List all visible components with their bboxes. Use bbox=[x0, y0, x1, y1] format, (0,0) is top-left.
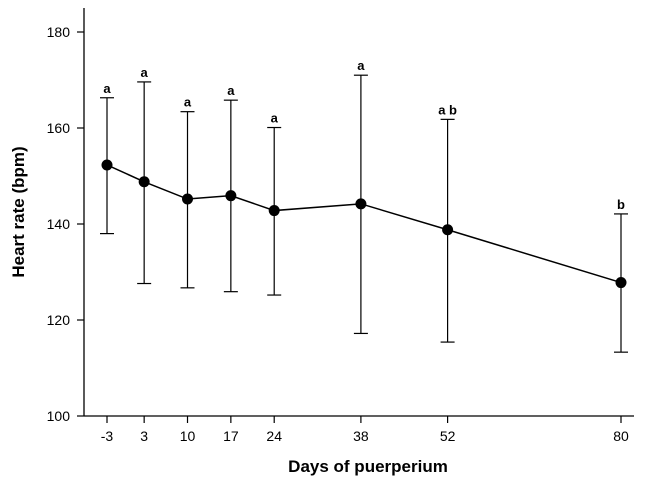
error-bars bbox=[100, 74, 628, 353]
data-point bbox=[101, 159, 113, 171]
y-axis-title: Heart rate (bpm) bbox=[9, 146, 28, 277]
x-tick-label: 38 bbox=[353, 428, 369, 444]
data-point bbox=[138, 176, 150, 188]
x-tick-label: -3 bbox=[101, 428, 114, 444]
x-tick-label: 80 bbox=[613, 428, 629, 444]
x-tick-label: 24 bbox=[266, 428, 282, 444]
significance-label: a bbox=[141, 65, 149, 80]
significance-label: a bbox=[184, 95, 192, 110]
x-tick-label: 10 bbox=[180, 428, 196, 444]
significance-label: a bbox=[227, 83, 235, 98]
significance-label: a bbox=[103, 81, 111, 96]
data-point bbox=[182, 193, 194, 205]
x-ticks: -3 3 10 17 24 38 52 80 bbox=[101, 416, 629, 444]
y-tick-label: 100 bbox=[47, 408, 71, 424]
data-markers bbox=[101, 159, 627, 289]
x-tick-label: 52 bbox=[440, 428, 456, 444]
significance-label: b bbox=[617, 197, 625, 212]
significance-label: a bbox=[357, 58, 365, 73]
data-point bbox=[442, 224, 454, 236]
y-ticks: 100 120 140 160 180 bbox=[47, 24, 84, 424]
x-tick-label: 3 bbox=[140, 428, 148, 444]
y-tick-label: 180 bbox=[47, 24, 71, 40]
significance-label: a b bbox=[438, 102, 457, 117]
x-axis-title: Days of puerperium bbox=[288, 457, 448, 476]
data-point bbox=[268, 205, 280, 217]
series bbox=[106, 164, 622, 284]
y-tick-label: 140 bbox=[47, 216, 71, 232]
data-point bbox=[225, 190, 237, 202]
significance-labels: a a a a a a a b b bbox=[103, 58, 625, 212]
y-tick-label: 120 bbox=[47, 312, 71, 328]
axes bbox=[83, 8, 634, 417]
series-line bbox=[106, 164, 622, 284]
data-point bbox=[355, 198, 367, 210]
x-tick-label: 17 bbox=[223, 428, 239, 444]
significance-label: a bbox=[271, 111, 279, 126]
y-tick-label: 160 bbox=[47, 120, 71, 136]
data-point bbox=[615, 277, 627, 289]
